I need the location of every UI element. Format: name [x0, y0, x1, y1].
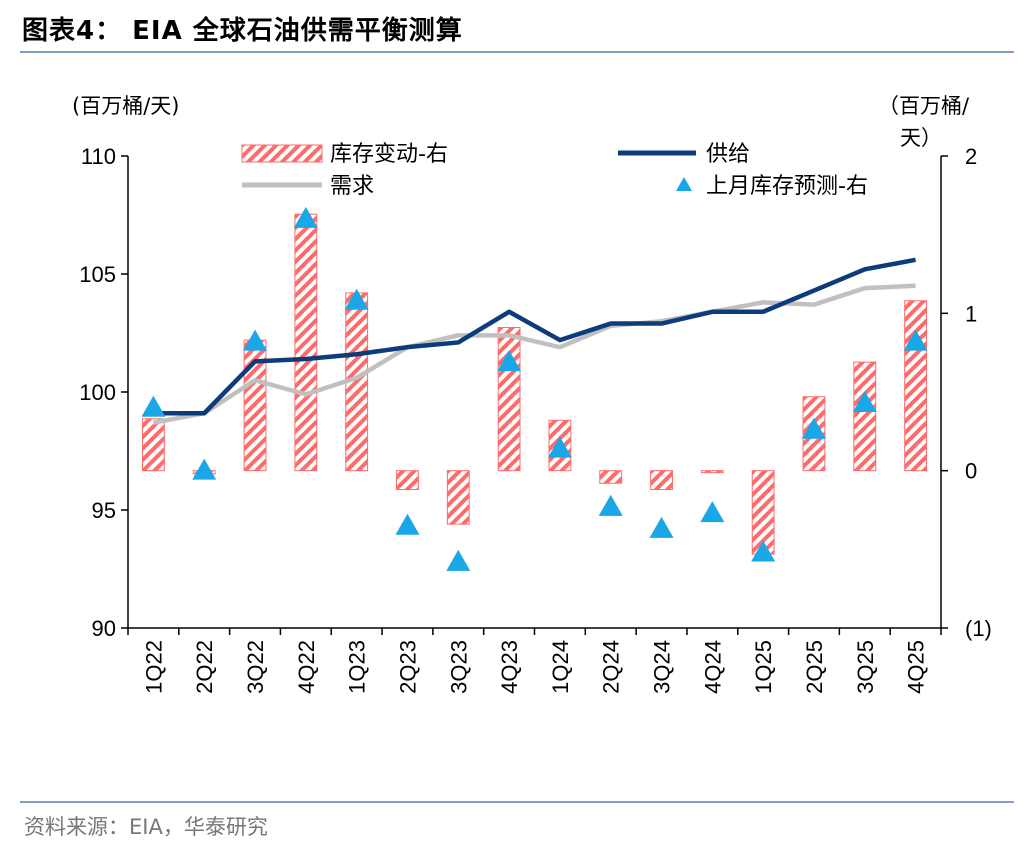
x-tick-label: 4Q25 [904, 640, 929, 694]
inventory-change-bar [446, 470, 470, 525]
right-axis-unit-label-line2: 天） [900, 126, 942, 150]
forecast-marker [395, 513, 420, 535]
forecast-marker [192, 458, 217, 480]
inventory-change-bar [396, 470, 419, 491]
x-tick-label: 2Q24 [599, 640, 624, 694]
legend-label-inventory-change: 库存变动-右 [330, 142, 448, 167]
forecast-marker [903, 329, 928, 351]
left-axis-unit-label: (百万桶/天) [72, 94, 179, 118]
source-rule [20, 801, 1014, 803]
title-rule [20, 51, 1014, 53]
inventory-change-bar [294, 213, 318, 472]
right-tick-group: 2 1 0 (1) [941, 144, 992, 641]
x-tick-label: 3Q23 [446, 640, 471, 694]
inventory-change-bar [904, 300, 928, 472]
left-tick-label: 105 [79, 262, 116, 287]
inventory-change-bar [700, 470, 724, 474]
forecast-marker [293, 206, 318, 228]
inventory-change-bar [141, 418, 165, 472]
left-tick-label: 110 [81, 144, 116, 169]
legend-label-forecast: 上月库存预测-右 [706, 174, 868, 199]
forecast-marker [852, 391, 877, 413]
left-tick-label: 100 [79, 380, 116, 405]
inventory-change-bars [141, 213, 928, 555]
forecast-marker [649, 516, 674, 538]
x-tick-label: 4Q24 [700, 640, 725, 694]
forecast-marker [243, 329, 268, 351]
forecast-marker [547, 436, 572, 458]
line-series [152, 257, 917, 425]
x-tick-label: 2Q25 [802, 640, 827, 694]
forecast-marker [598, 494, 623, 516]
forecast-marker [751, 540, 776, 562]
x-tick-label: 3Q22 [243, 640, 268, 694]
inventory-change-bar [853, 361, 877, 472]
source-note: 资料来源：EIA，华泰研究 [24, 815, 268, 839]
inventory-change-bar [497, 326, 521, 472]
forecast-marker [801, 417, 826, 439]
forecast-marker [497, 350, 522, 372]
x-tick-label: 2Q22 [192, 640, 217, 694]
legend-label-demand: 需求 [330, 174, 374, 199]
x-tick-group: 1Q22 2Q22 3Q22 4Q22 1Q23 2Q23 3Q23 4Q23 1Q24 2Q24… [127, 628, 942, 694]
right-axis-unit-label-line1: （百万桶/ [878, 94, 970, 118]
x-tick-label: 2Q23 [395, 640, 420, 694]
forecast-marker [141, 395, 166, 417]
right-tick-label: (1) [965, 616, 992, 641]
chart: (百万桶/天) （百万桶/ 天） 110 105 100 95 90 2 1 0 (1) 1Q… [72, 94, 992, 694]
x-tick-label: 1Q23 [345, 640, 370, 694]
x-tick-label: 1Q25 [751, 640, 776, 694]
x-tick-label: 1Q24 [548, 640, 573, 694]
x-tick-label: 4Q23 [497, 640, 522, 694]
right-tick-label: 2 [965, 144, 977, 169]
forecast-marker [446, 549, 471, 571]
x-tick-label: 3Q25 [853, 640, 878, 694]
left-tick-label: 90 [92, 616, 116, 641]
supply-line [153, 257, 917, 416]
forecast-markers [141, 206, 928, 571]
forecast-marker [700, 501, 725, 523]
forecast-marker [344, 288, 369, 310]
right-tick-label: 0 [965, 459, 977, 484]
figure-title: 图表4： EIA 全球石油供需平衡测算 [22, 16, 463, 46]
inventory-change-bar [599, 470, 623, 484]
x-tick-label: 1Q22 [141, 640, 166, 694]
legend-swatch-inventory-change [241, 144, 323, 163]
x-tick-label: 3Q24 [650, 640, 675, 694]
legend-label-supply: 供给 [706, 142, 750, 167]
demand-line [152, 283, 916, 425]
left-tick-group: 110 105 100 95 90 [79, 144, 128, 641]
inventory-change-bar [650, 470, 673, 491]
left-tick-label: 95 [92, 498, 116, 523]
legend-swatch-forecast [676, 177, 692, 191]
right-tick-label: 1 [965, 301, 977, 326]
legend: 库存变动-右 供给 需求 上月库存预测-右 [241, 142, 868, 199]
x-tick-label: 4Q22 [294, 640, 319, 694]
